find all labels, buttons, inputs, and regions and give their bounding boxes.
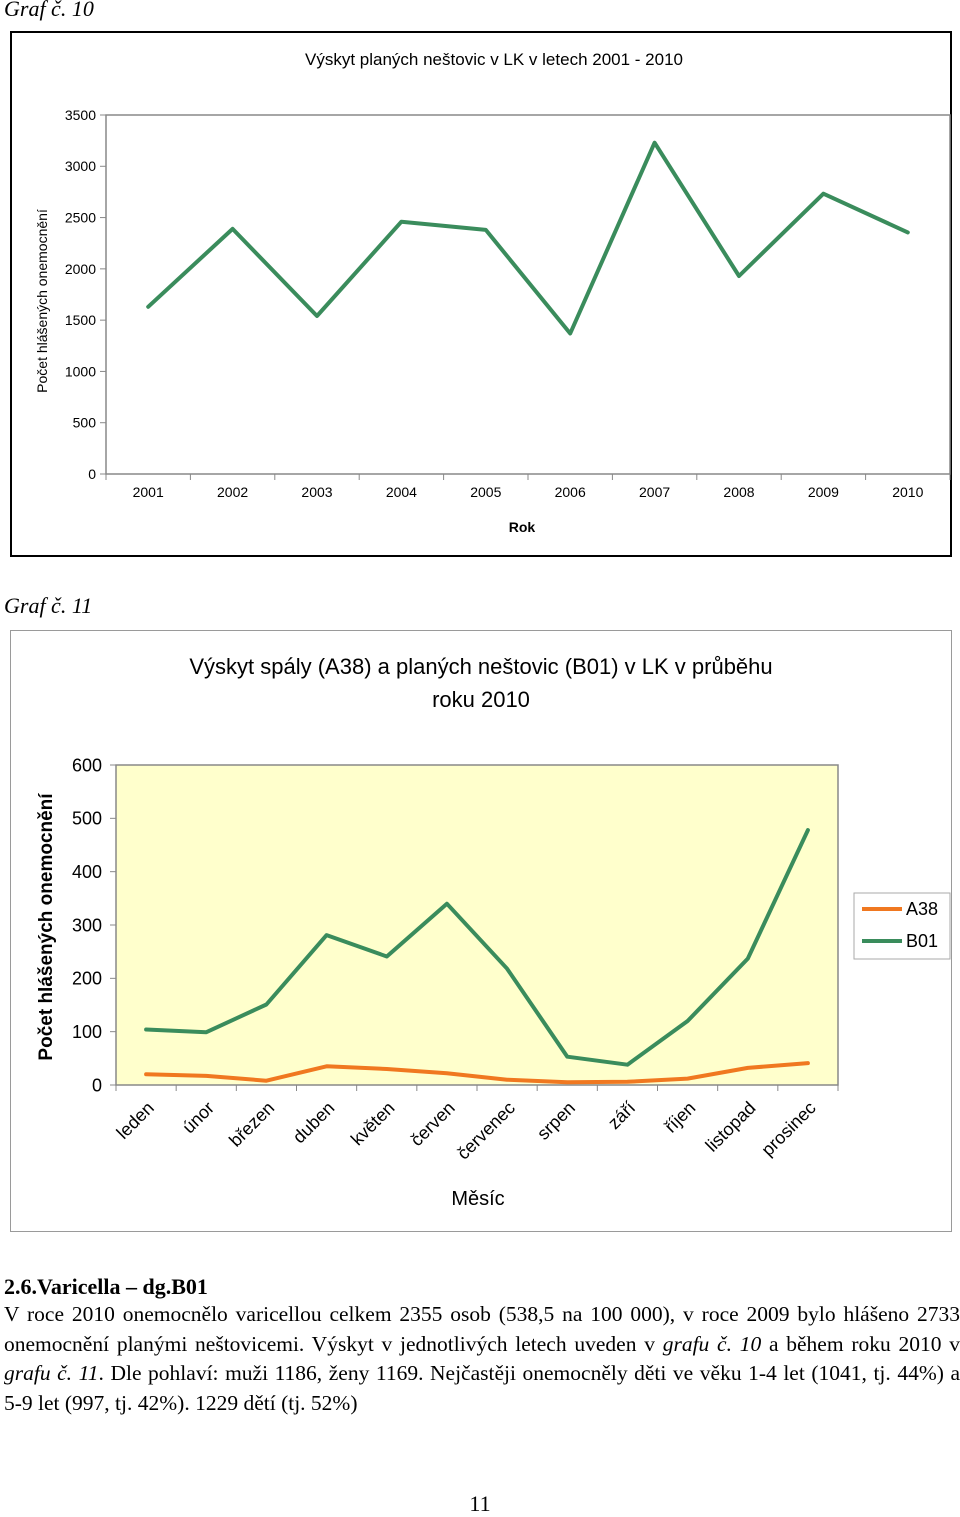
c11-ytick-label: 200	[72, 969, 102, 989]
chart-11-frame: Výskyt spály (A38) a planých neštovic (B…	[10, 630, 952, 1232]
c11-xtick-label: prosinec	[757, 1098, 819, 1160]
section-heading: 2.6.Varicella – dg.B01	[4, 1274, 208, 1300]
chart-11-xlabel: Měsíc	[451, 1188, 504, 1210]
c10-xtick-label: 2010	[892, 484, 923, 500]
c10-xtick-label: 2002	[217, 484, 248, 500]
chart-10-xlabel: Rok	[509, 519, 536, 535]
c10-ytick-label: 500	[73, 415, 97, 431]
chart-10-frame: Výskyt planých neštovic v LK v letech 20…	[10, 31, 952, 557]
c11-ytick-label: 500	[72, 809, 102, 829]
chart-10-plot-area	[106, 115, 950, 474]
chart-11-legend: A38 B01	[854, 893, 950, 959]
figure-reference: grafu č. 11	[4, 1361, 99, 1385]
paragraph-run: . Dle pohlaví: muži 1186, ženy 1169. Nej…	[4, 1361, 960, 1415]
chart-10-ylabel: Počet hlášených onemocnění	[34, 209, 50, 393]
c10-ytick-label: 0	[88, 466, 96, 482]
chart-10-svg: Výskyt planých neštovic v LK v letech 20…	[12, 33, 954, 559]
c10-ytick-label: 1000	[65, 363, 96, 379]
c10-xtick-label: 2003	[301, 484, 332, 500]
c11-xtick-label: říjen	[661, 1098, 700, 1137]
c10-ytick-label: 2000	[65, 261, 96, 277]
c11-xtick-label: květen	[347, 1098, 399, 1150]
c10-ytick-label: 3500	[65, 107, 96, 123]
c10-xtick-label: 2009	[808, 484, 839, 500]
c10-ytick-label: 3000	[65, 158, 96, 174]
c11-xtick-label: září	[604, 1098, 639, 1133]
body-paragraph: V roce 2010 onemocnělo varicellou celkem…	[4, 1300, 960, 1418]
paragraph-run: a během roku 2010 v	[761, 1332, 960, 1356]
page-number: 11	[0, 1491, 960, 1517]
legend-label-a38: A38	[906, 899, 938, 919]
c11-ytick-label: 300	[72, 915, 102, 935]
chart-10-title: Výskyt planých neštovic v LK v letech 20…	[305, 50, 683, 69]
c11-ytick-label: 400	[72, 862, 102, 882]
c11-xtick-label: červenec	[453, 1098, 519, 1164]
c10-xtick-label: 2004	[386, 484, 417, 500]
c10-xtick-label: 2005	[470, 484, 501, 500]
c11-xtick-label: únor	[178, 1098, 218, 1138]
legend-label-b01: B01	[906, 931, 938, 951]
c11-xtick-label: listopad	[702, 1098, 760, 1156]
chart-11-ylabel: Počet hlášených onemocnění	[36, 793, 57, 1061]
chart-11-plot-area	[116, 765, 838, 1085]
graf-11-caption: Graf č. 11	[4, 593, 92, 619]
c10-xtick-label: 2008	[723, 484, 754, 500]
c11-xtick-label: červen	[406, 1098, 458, 1150]
c11-ytick-label: 100	[72, 1022, 102, 1042]
chart-11-title-line2: roku 2010	[432, 687, 530, 712]
c11-xtick-label: duben	[289, 1098, 339, 1148]
c11-xtick-label: leden	[113, 1098, 158, 1143]
c10-ytick-label: 2500	[65, 209, 96, 225]
figure-reference: grafu č. 10	[663, 1332, 762, 1356]
chart-11-svg: Výskyt spály (A38) a planých neštovic (B…	[11, 631, 953, 1233]
c10-xtick-label: 2001	[133, 484, 164, 500]
c11-ytick-label: 600	[72, 755, 102, 775]
c10-xtick-label: 2006	[555, 484, 586, 500]
c11-ytick-label: 0	[92, 1075, 102, 1095]
graf-10-caption: Graf č. 10	[4, 0, 94, 22]
c11-xtick-label: srpen	[533, 1098, 579, 1144]
c10-ytick-label: 1500	[65, 312, 96, 328]
chart-11-title-line1: Výskyt spály (A38) a planých neštovic (B…	[189, 654, 772, 679]
c10-xtick-label: 2007	[639, 484, 670, 500]
c11-xtick-label: březen	[225, 1098, 278, 1151]
